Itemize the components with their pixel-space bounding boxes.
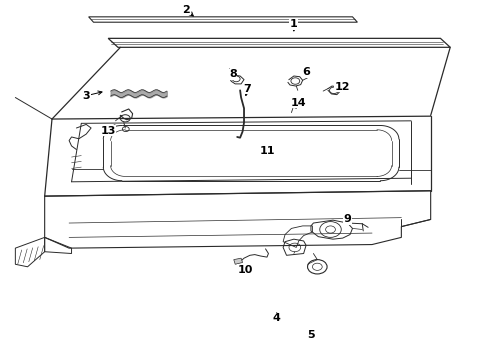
Text: 10: 10 <box>237 265 253 275</box>
Text: 4: 4 <box>273 313 281 323</box>
Text: 13: 13 <box>100 126 116 135</box>
Text: 3: 3 <box>82 91 90 101</box>
Text: 6: 6 <box>302 67 310 77</box>
Text: 1: 1 <box>290 19 298 29</box>
Text: 2: 2 <box>182 5 190 15</box>
Text: 9: 9 <box>343 215 351 224</box>
Text: 12: 12 <box>335 82 350 92</box>
Text: 8: 8 <box>229 69 237 79</box>
Text: 7: 7 <box>244 84 251 94</box>
Text: 11: 11 <box>259 146 275 156</box>
Polygon shape <box>234 258 243 264</box>
Text: 5: 5 <box>307 330 315 340</box>
Text: 14: 14 <box>291 98 307 108</box>
